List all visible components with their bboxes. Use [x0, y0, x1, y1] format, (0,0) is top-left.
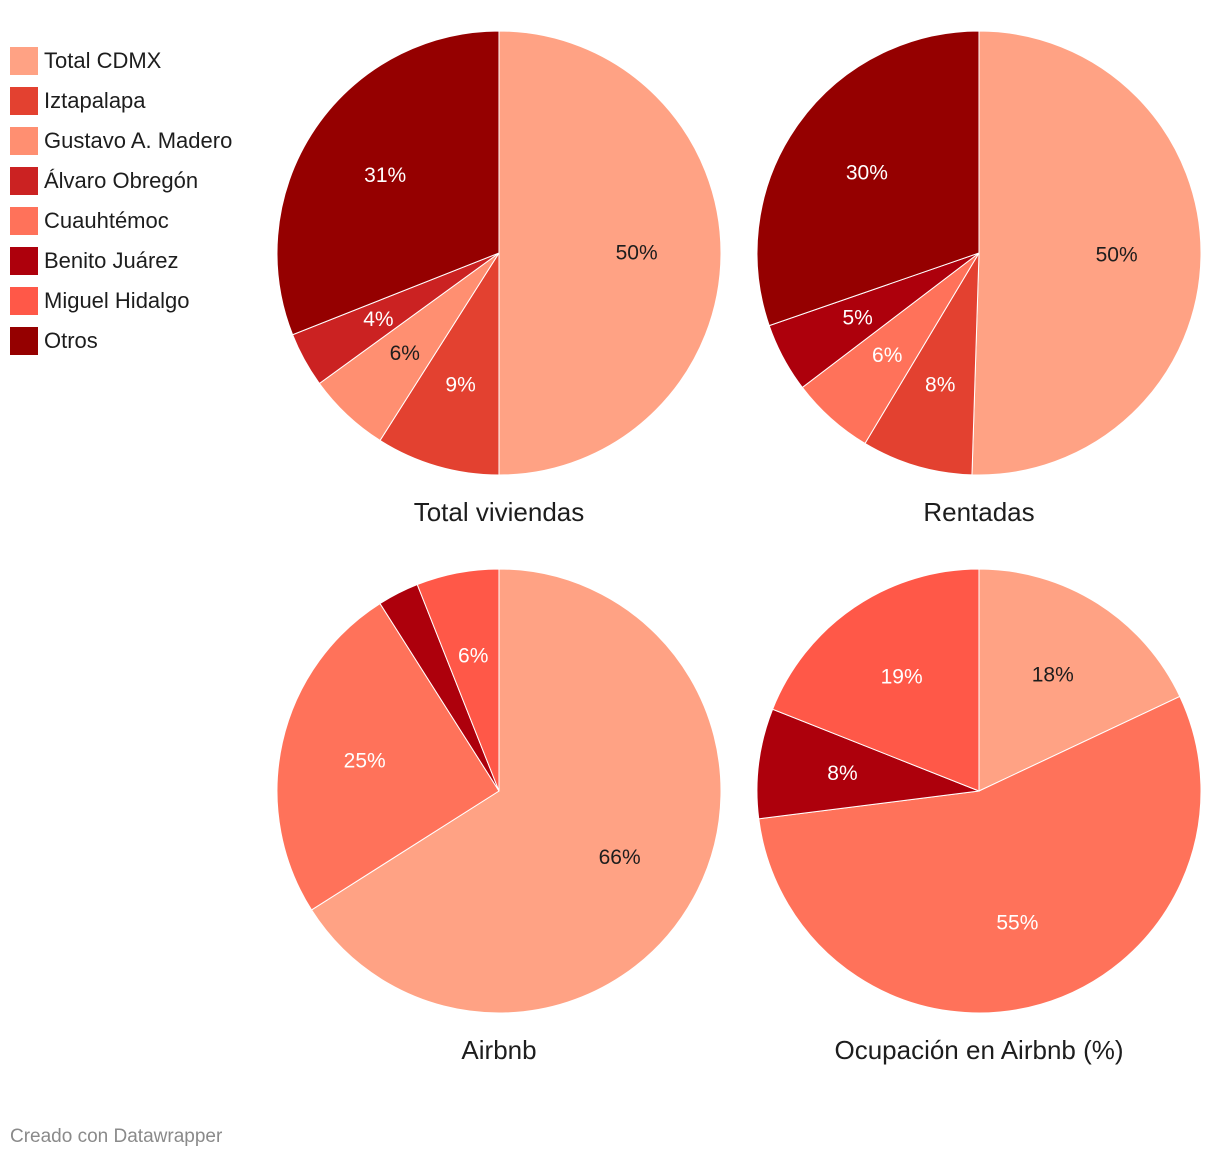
pie-slice — [971, 30, 1202, 476]
legend-label: Total CDMX — [44, 48, 162, 73]
chart-title: Airbnb — [461, 1035, 536, 1065]
pie-chart: 50% 8% 6%5% 30% Rentadas — [756, 30, 1202, 527]
slice-label: 31% — [364, 164, 406, 187]
pie-slice — [416, 568, 500, 792]
legend-item: Iztapalapa — [10, 81, 232, 121]
slice-label: 25% — [344, 749, 386, 772]
slice-label: 30% — [846, 162, 888, 185]
legend-swatch — [10, 87, 38, 115]
slice-label: 6% — [390, 342, 420, 365]
slice-label: 9% — [445, 374, 475, 397]
legend-swatch — [10, 207, 38, 235]
pie-slice — [758, 695, 1202, 1014]
pie-slice — [771, 568, 980, 792]
pie-slice — [864, 251, 980, 476]
legend-swatch — [10, 327, 38, 355]
slice-label: 4% — [363, 308, 393, 331]
pie-slice — [498, 30, 722, 476]
pie-slice — [756, 708, 980, 820]
pie-slice — [276, 30, 500, 336]
legend-item: Benito Juárez — [10, 241, 232, 281]
slice-label: 18% — [1032, 663, 1074, 686]
legend-swatch — [10, 287, 38, 315]
pie-slice — [379, 251, 500, 476]
legend-label: Miguel Hidalgo — [44, 288, 190, 313]
legend-label: Gustavo A. Madero — [44, 128, 233, 153]
slice-label: 8% — [827, 762, 857, 785]
legend-item: Álvaro Obregón — [10, 161, 232, 201]
legend-item: Cuauhtémoc — [10, 201, 232, 241]
legend-label: Cuauhtémoc — [44, 208, 169, 233]
pie-chart: 50% 9% 6% 4% 31% Total viviendas — [276, 30, 722, 527]
legend-label: Iztapalapa — [44, 88, 146, 113]
pie-slice — [276, 602, 500, 911]
slice-label: 6% — [458, 644, 488, 667]
legend-label: Otros — [44, 328, 98, 353]
slice-label: 50% — [616, 242, 658, 265]
legend-item: Miguel Hidalgo — [10, 281, 232, 321]
chart-title: Rentadas — [923, 497, 1034, 527]
legend-label: Álvaro Obregón — [44, 168, 199, 193]
slice-label: 50% — [1096, 244, 1138, 267]
pie-slice — [978, 568, 1181, 792]
slice-label: 19% — [881, 666, 923, 689]
legend-label: Benito Juárez — [44, 248, 179, 273]
slice-label: 55% — [996, 912, 1038, 935]
slice-label: 5% — [842, 307, 872, 330]
chart-title: Ocupación en Airbnb (%) — [834, 1035, 1123, 1065]
slice-label: 66% — [599, 846, 641, 869]
pie-slice — [756, 30, 980, 327]
legend-swatch — [10, 47, 38, 75]
slice-label: 8% — [925, 374, 955, 397]
chart-legend: Total CDMX Iztapalapa Gustavo A. Madero Álv… — [10, 41, 232, 361]
legend-item: Otros — [10, 321, 232, 361]
legend-item: Total CDMX — [10, 41, 232, 81]
slice-label: 6% — [872, 344, 902, 367]
legend-swatch — [10, 247, 38, 275]
pie-slice — [310, 568, 722, 1014]
pie-chart: 18% 55% 8% 19% Ocupación en Airbnb (%) — [756, 568, 1202, 1065]
legend-item: Gustavo A. Madero — [10, 121, 232, 161]
pie-chart: 66% 25% 6% Airbnb — [276, 568, 722, 1065]
legend-swatch — [10, 167, 38, 195]
credit-text: Creado con Datawrapper — [10, 1126, 223, 1147]
legend-swatch — [10, 127, 38, 155]
chart-title: Total viviendas — [414, 497, 585, 527]
